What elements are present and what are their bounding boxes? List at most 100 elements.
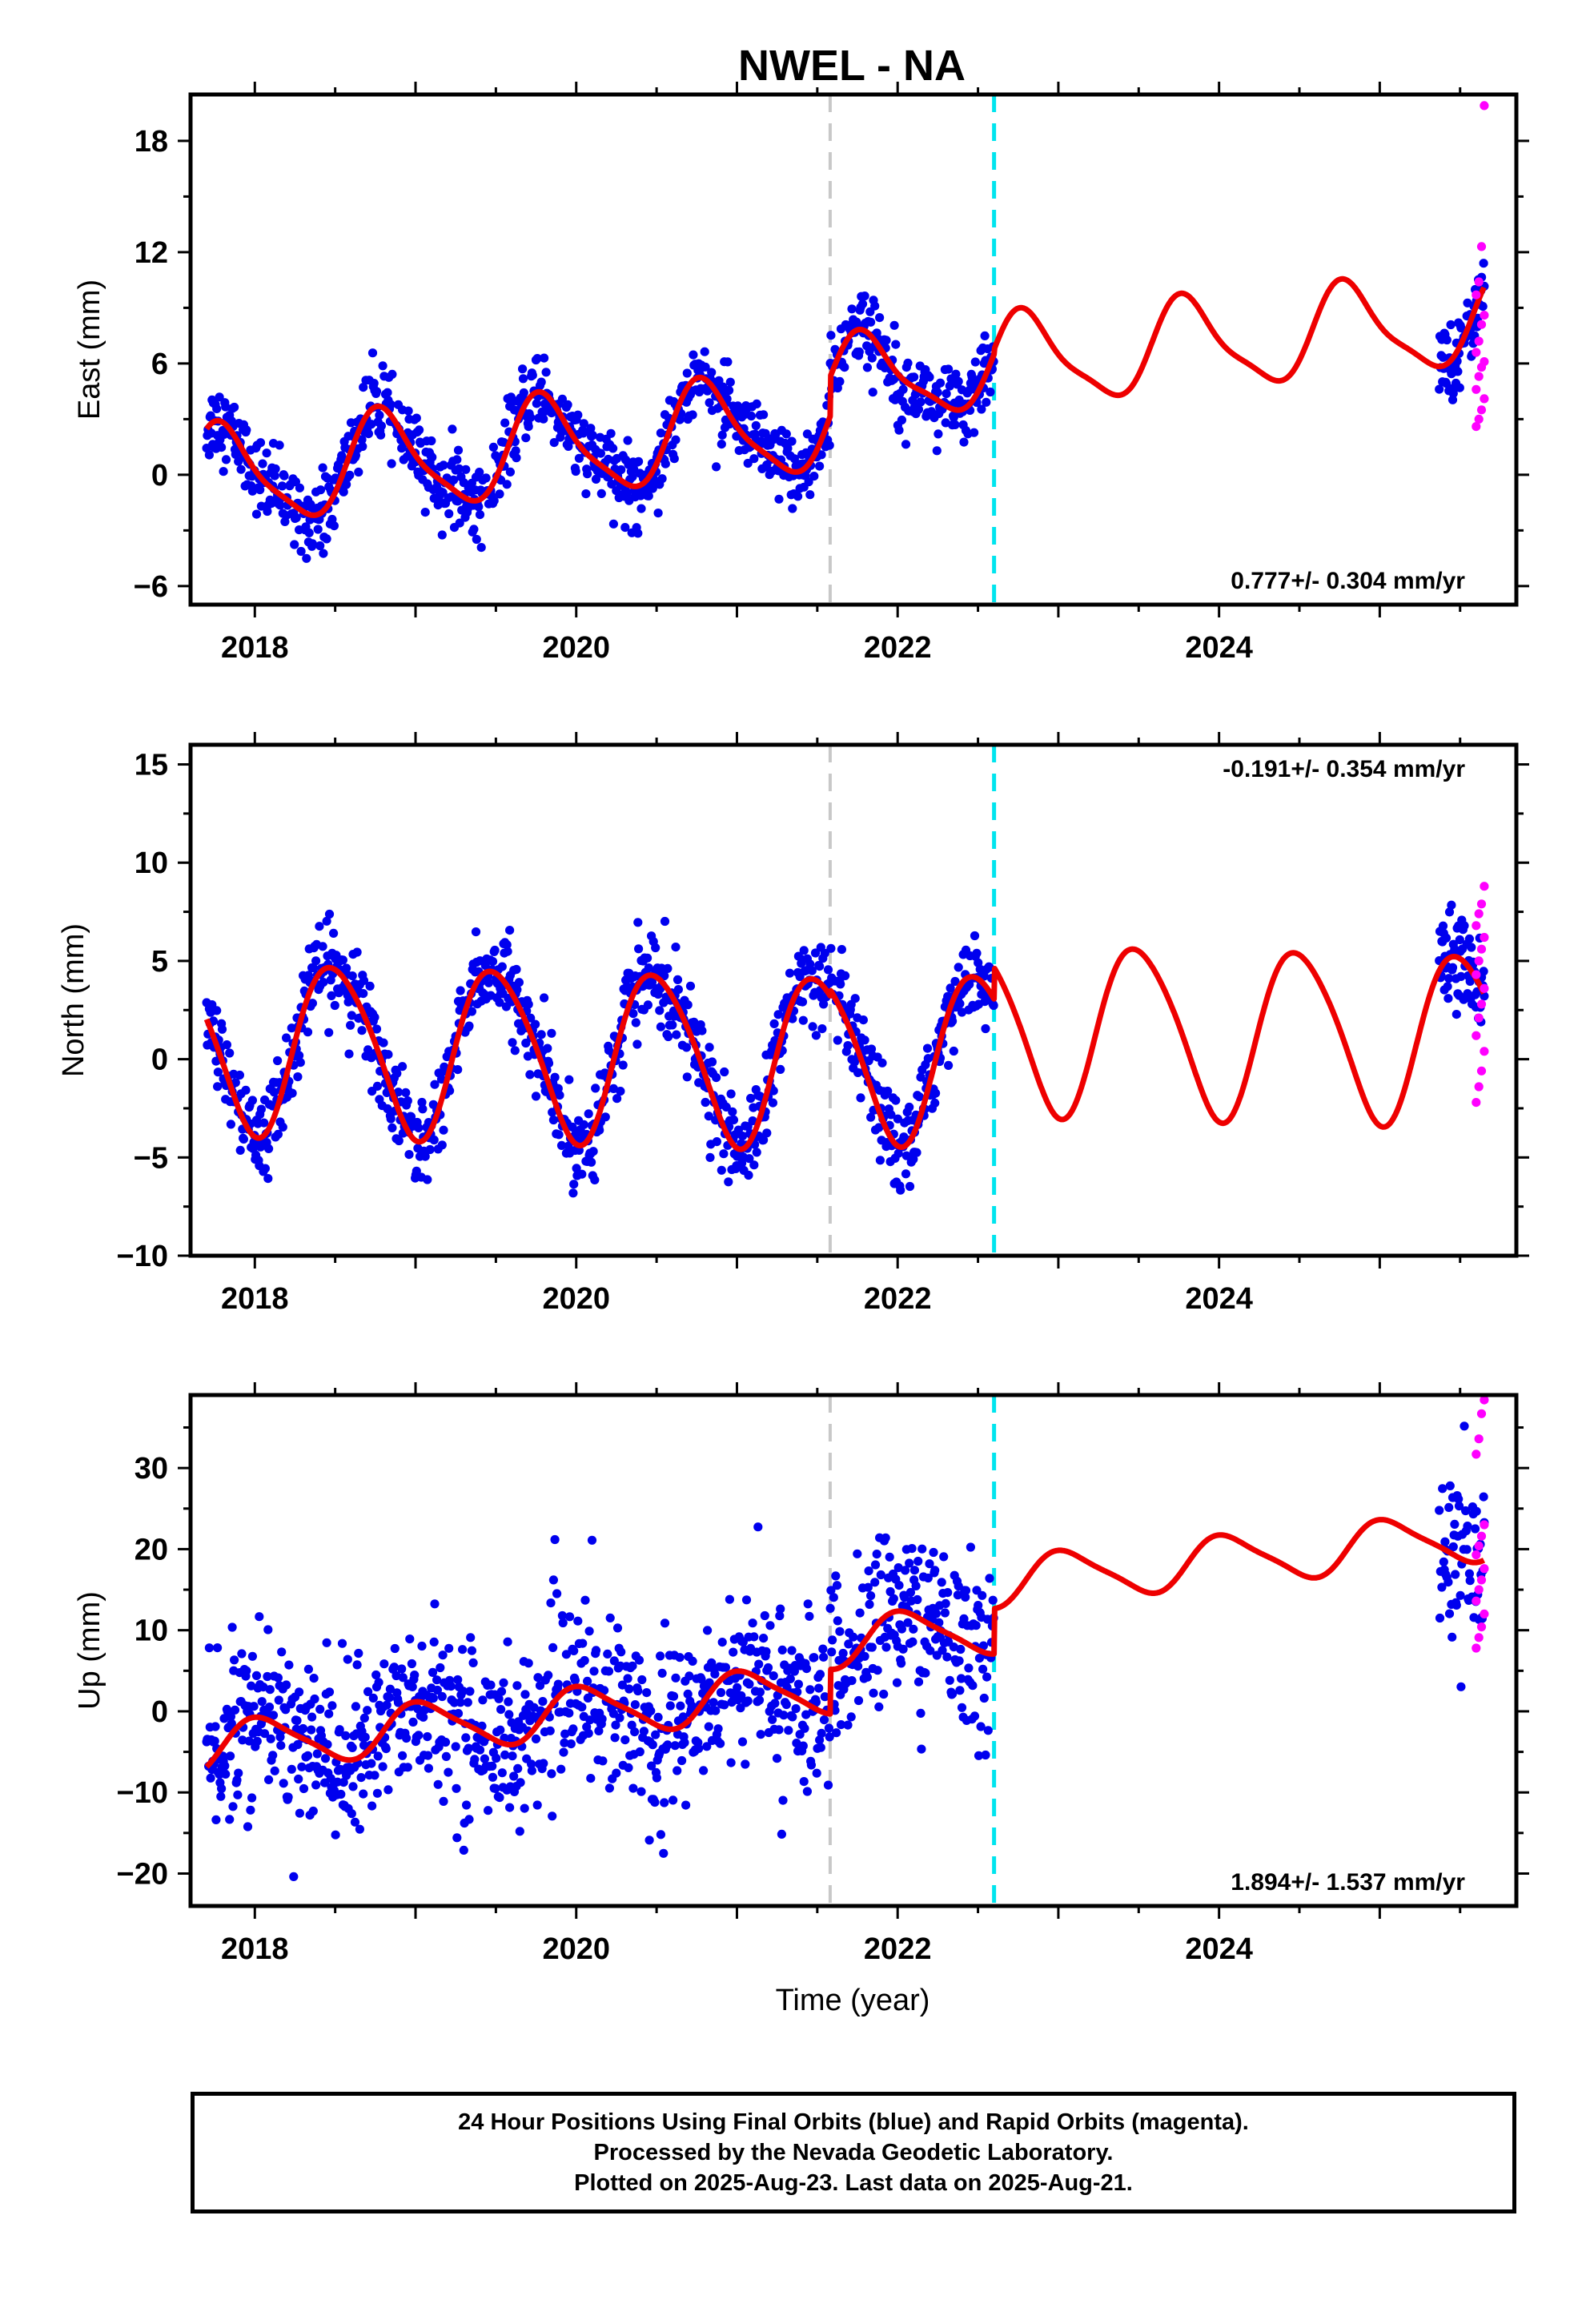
final-orbit-point xyxy=(788,1712,797,1722)
final-orbit-point xyxy=(843,1041,853,1051)
final-orbit-point xyxy=(853,1662,863,1671)
final-orbit-point xyxy=(961,1592,970,1602)
final-orbit-point xyxy=(777,1645,787,1655)
final-orbit-point xyxy=(499,1678,508,1687)
final-orbit-point xyxy=(923,1573,933,1583)
final-orbit-point xyxy=(588,1147,598,1156)
final-orbit-point xyxy=(244,1736,254,1746)
final-orbit-point xyxy=(346,1020,355,1030)
final-orbit-point xyxy=(817,1024,827,1034)
final-orbit-point xyxy=(378,1762,387,1771)
final-orbit-point xyxy=(616,1647,626,1657)
final-orbit-point xyxy=(276,1741,286,1751)
final-orbit-point xyxy=(937,1578,946,1587)
final-orbit-point xyxy=(308,963,318,973)
final-orbit-point xyxy=(948,1689,958,1699)
final-orbit-point xyxy=(260,1729,270,1739)
final-orbit-point xyxy=(660,1618,670,1628)
final-orbit-point xyxy=(897,1624,906,1634)
final-orbit-point xyxy=(785,968,795,978)
final-orbit-point xyxy=(604,1783,615,1793)
rapid-orbit-point xyxy=(1476,944,1487,954)
final-orbit-point xyxy=(221,402,231,412)
final-orbit-point xyxy=(453,1065,463,1075)
final-orbit-point xyxy=(304,528,314,538)
chart-title: NWEL - NA xyxy=(738,42,966,90)
final-orbit-point xyxy=(549,438,559,448)
final-orbit-point xyxy=(671,943,681,952)
final-orbit-point xyxy=(310,1694,319,1704)
final-orbit-point xyxy=(311,956,321,966)
final-orbit-point xyxy=(669,1691,679,1701)
final-orbit-point xyxy=(287,1088,297,1098)
final-orbit-point xyxy=(318,942,327,951)
final-orbit-point xyxy=(475,1745,485,1755)
final-orbit-point xyxy=(946,983,955,993)
final-orbit-point xyxy=(480,1754,490,1763)
final-orbit-point xyxy=(608,444,618,453)
final-orbit-point xyxy=(930,1098,940,1108)
final-orbit-point xyxy=(275,501,285,510)
final-orbit-point xyxy=(297,1762,307,1771)
final-orbit-point xyxy=(712,1137,722,1147)
final-orbit-point xyxy=(453,445,464,455)
final-orbit-point xyxy=(386,400,396,409)
final-orbit-point xyxy=(1472,1506,1481,1516)
rapid-orbit-points xyxy=(1472,882,1489,1108)
final-orbit-point xyxy=(864,1566,873,1576)
final-orbit-point xyxy=(815,1670,825,1679)
final-orbit-point xyxy=(886,1110,896,1120)
final-orbit-point xyxy=(389,1663,399,1672)
final-orbit-point xyxy=(488,1761,497,1771)
final-orbit-point xyxy=(488,442,499,452)
final-orbit-point xyxy=(394,1136,404,1146)
final-orbit-point xyxy=(429,1135,439,1145)
rapid-orbit-point xyxy=(1476,1575,1487,1585)
final-orbit-point xyxy=(748,1116,757,1126)
y-tick-label: −10 xyxy=(117,1240,168,1273)
final-orbit-point xyxy=(387,1123,397,1132)
final-orbit-point xyxy=(643,1000,653,1010)
final-orbit-point xyxy=(299,1783,309,1794)
final-orbit-point xyxy=(749,454,759,464)
final-orbit-point xyxy=(557,394,568,404)
final-orbit-point xyxy=(651,943,661,953)
final-orbit-point xyxy=(898,1644,908,1654)
final-orbit-point xyxy=(538,1697,548,1707)
final-orbit-point xyxy=(648,1740,657,1750)
final-orbit-point xyxy=(639,1727,649,1736)
final-orbit-point xyxy=(512,964,521,975)
final-orbit-point xyxy=(238,1735,247,1745)
final-orbit-point xyxy=(379,1038,388,1047)
final-orbit-point xyxy=(720,1700,729,1710)
final-orbit-point xyxy=(481,473,491,483)
final-orbit-point xyxy=(404,406,413,416)
final-orbit-point xyxy=(750,429,761,440)
final-orbit-point xyxy=(712,1073,721,1083)
final-orbit-point xyxy=(217,1783,227,1794)
final-orbit-point xyxy=(1455,935,1464,945)
final-orbit-point xyxy=(257,1697,267,1707)
final-orbit-point xyxy=(206,1773,215,1783)
final-orbit-point xyxy=(318,463,327,472)
final-orbit-point xyxy=(586,1774,596,1783)
final-orbit-point xyxy=(833,1616,842,1626)
final-orbit-point xyxy=(866,1591,876,1601)
caption-line-2: Processed by the Nevada Geodetic Laborat… xyxy=(593,2140,1114,2165)
final-orbit-point xyxy=(912,1148,921,1157)
final-orbit-point xyxy=(573,1616,583,1626)
final-orbit-point xyxy=(271,464,280,474)
final-orbit-point xyxy=(352,1660,362,1670)
final-orbit-point xyxy=(870,1560,881,1570)
final-orbit-point xyxy=(725,1594,735,1604)
final-orbit-point xyxy=(500,418,510,428)
final-orbit-point xyxy=(347,1809,356,1819)
final-orbit-point xyxy=(543,1043,552,1053)
rapid-orbit-point xyxy=(1474,336,1484,346)
final-orbit-point xyxy=(596,489,606,499)
final-orbit-point xyxy=(348,1782,358,1791)
final-orbit-point xyxy=(319,978,328,987)
final-orbit-point xyxy=(791,1704,801,1714)
final-orbit-point xyxy=(865,1599,874,1609)
final-orbit-point xyxy=(423,1175,432,1184)
